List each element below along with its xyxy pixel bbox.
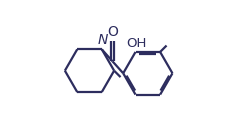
Text: N: N [97, 33, 108, 47]
Text: OH: OH [126, 37, 146, 50]
Text: O: O [107, 25, 118, 39]
